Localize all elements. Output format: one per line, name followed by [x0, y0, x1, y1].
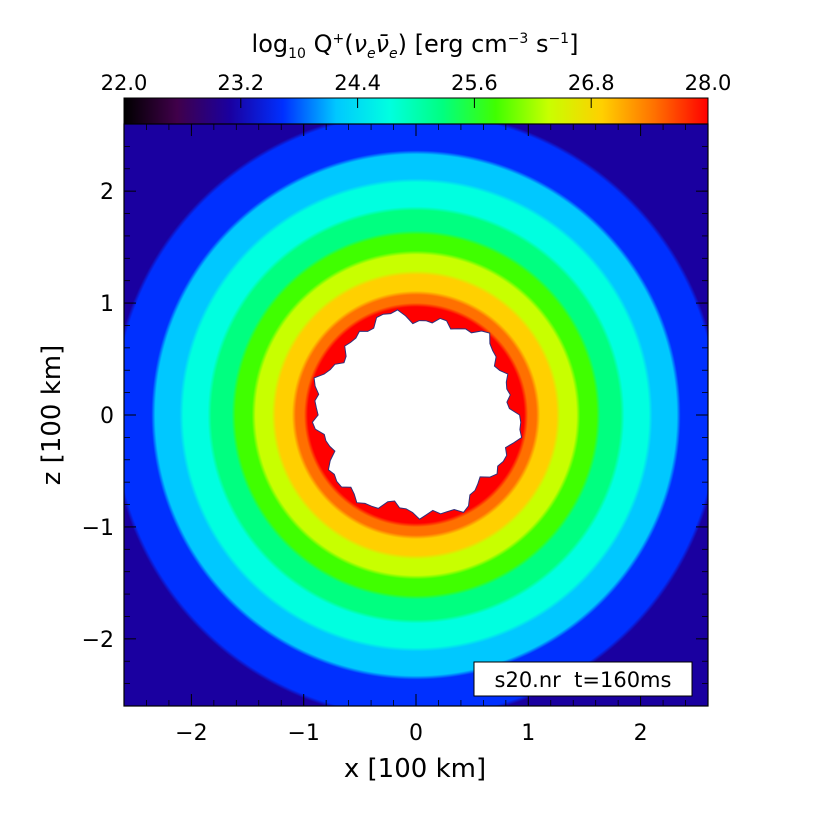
colorbar-body — [123, 97, 709, 125]
x-tick-label: −1 — [287, 721, 319, 746]
colorbar-tick-label: 28.0 — [685, 71, 732, 95]
x-tick-label: −2 — [175, 721, 207, 746]
plot-area: −2 −1 0 1 2 −2 −1 0 1 2 — [82, 123, 709, 746]
colorbar-tick-label: 24.4 — [334, 71, 381, 95]
annotation-box: s20.nr t=160ms — [473, 661, 693, 697]
inner-region — [311, 309, 523, 520]
colorbar-tick-label: 23.2 — [217, 71, 264, 95]
y-tick-label: −2 — [82, 628, 114, 653]
x-tick-label: 1 — [521, 721, 535, 746]
y-tick-label: −1 — [82, 516, 114, 541]
x-tick-label: 0 — [409, 721, 423, 746]
colorbar-tick-label: 26.8 — [568, 71, 615, 95]
x-axis-tick-labels: −2 −1 0 1 2 — [175, 721, 647, 746]
annotation-text: s20.nr t=160ms — [495, 668, 672, 692]
y-tick-label: 0 — [100, 404, 114, 429]
colorbar-tick-labels: 22.0 23.2 24.4 25.6 26.8 28.0 — [101, 71, 732, 95]
y-tick-label: 1 — [100, 292, 114, 317]
y-axis-label: z [100 km] — [37, 345, 67, 485]
x-axis-label: x [100 km] — [344, 754, 486, 784]
y-axis-ticks — [124, 123, 708, 707]
y-tick-label: 2 — [100, 180, 114, 205]
colorbar: 22.0 23.2 24.4 25.6 26.8 28.0 — [101, 71, 732, 125]
x-tick-label: 2 — [634, 721, 648, 746]
colorbar-tick-label: 25.6 — [451, 71, 498, 95]
colorbar-tick-label: 22.0 — [101, 71, 148, 95]
colorbar-ticks — [123, 98, 709, 108]
y-axis-tick-labels: −2 −1 0 1 2 — [82, 180, 114, 653]
colorbar-title: log10 Q+(νeν̄e) [erg cm−3 s−1] — [252, 30, 579, 62]
